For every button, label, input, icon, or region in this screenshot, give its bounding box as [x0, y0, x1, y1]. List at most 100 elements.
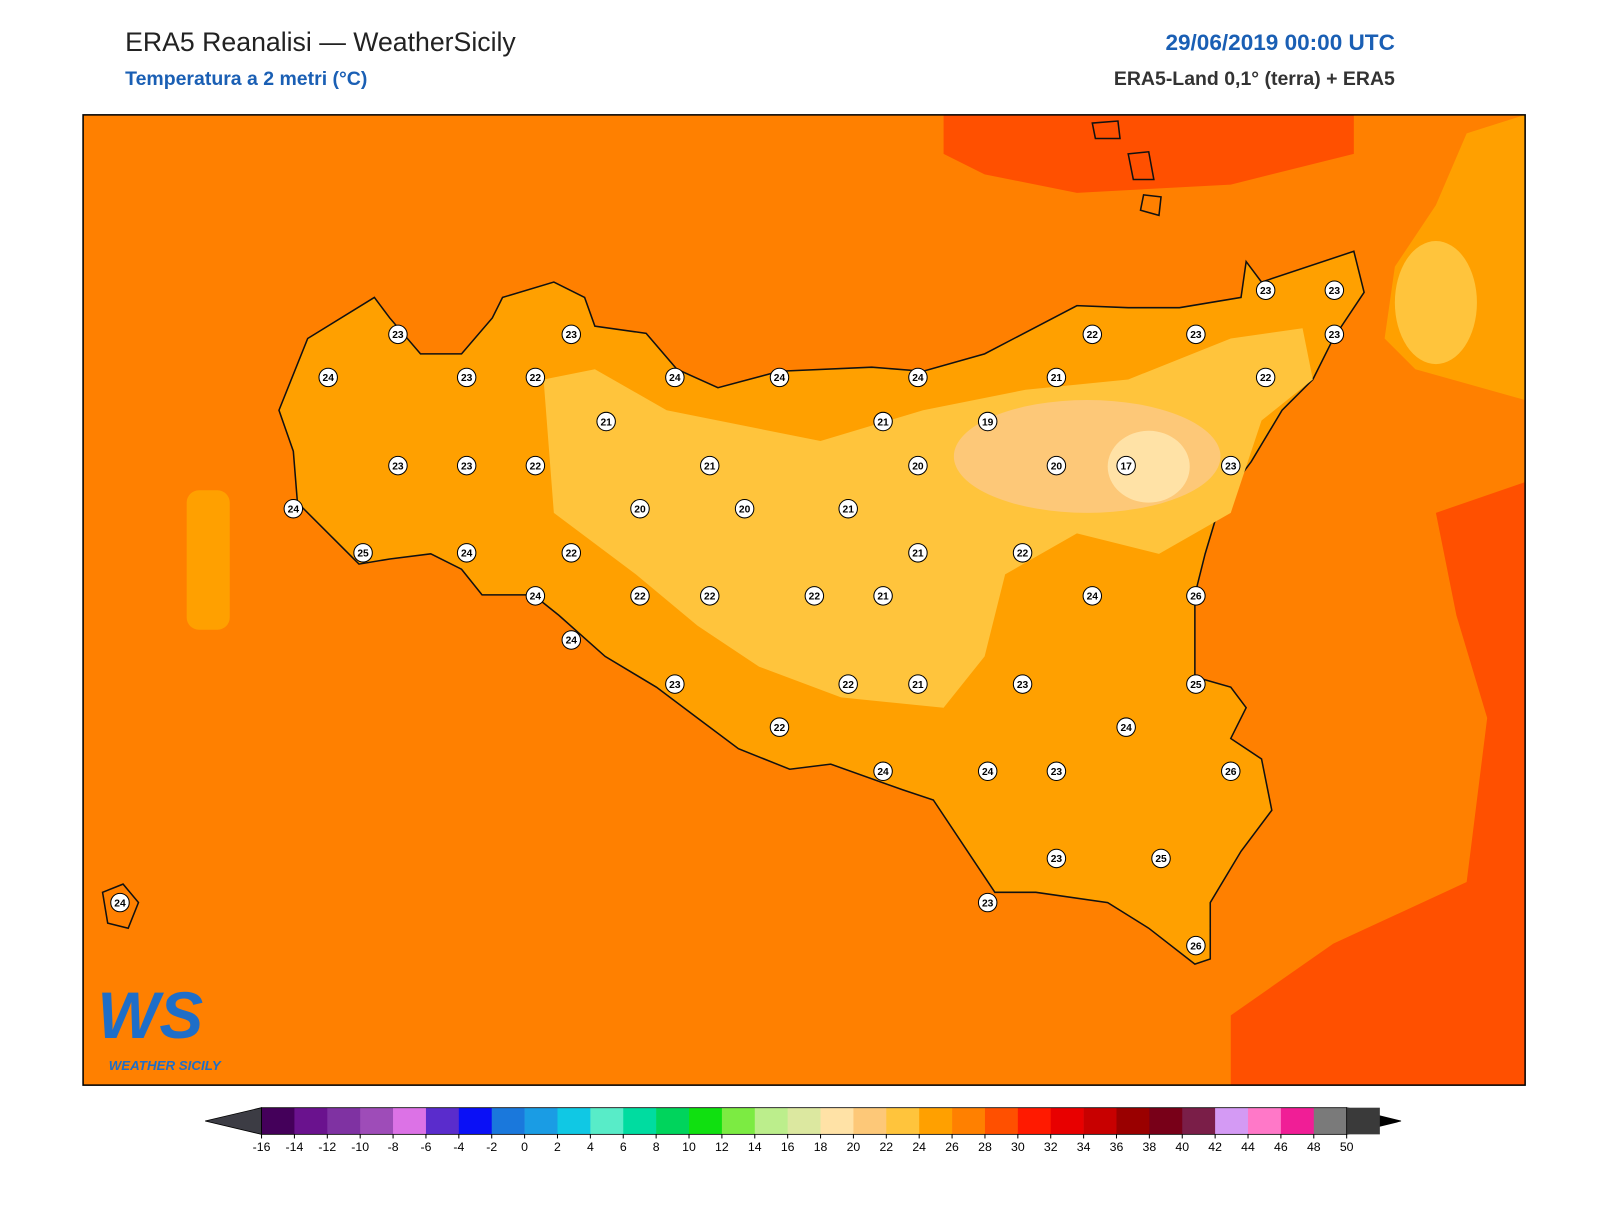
colorbar-frame — [261, 1107, 1348, 1135]
station-marker — [1082, 324, 1103, 345]
colorbar-bin — [491, 1107, 525, 1135]
station-marker — [769, 367, 790, 388]
colorbar-tick-label: 2 — [554, 1140, 561, 1154]
station-marker — [630, 586, 650, 606]
station-marker — [456, 367, 477, 388]
station-value: 23 — [1190, 330, 1202, 341]
colorbar-tick-label: -6 — [420, 1140, 431, 1154]
colorbar-bin — [360, 1107, 394, 1135]
colorbar-tick-label: 20 — [847, 1140, 861, 1154]
station-marker — [1116, 455, 1136, 476]
station-marker — [700, 586, 720, 606]
station-value: 24 — [530, 592, 542, 603]
station-marker — [873, 411, 893, 432]
colorbar-bin — [327, 1107, 361, 1135]
colorbar-bin — [984, 1107, 1019, 1135]
colorbar-bin — [1149, 1107, 1183, 1135]
station-marker — [977, 761, 998, 782]
station-marker — [908, 455, 928, 476]
station-value: 23 — [1225, 461, 1237, 472]
station-marker — [110, 892, 130, 913]
station-value: 23 — [1329, 330, 1341, 341]
colorbar-bin — [1248, 1107, 1282, 1135]
colorbar-bin — [689, 1107, 723, 1135]
station-value: 20 — [739, 504, 751, 515]
title: ERA5 Reanalisi — WeatherSicily — [125, 27, 516, 57]
colorbar-tick-label: 22 — [879, 1140, 893, 1154]
station-value: 24 — [114, 898, 126, 909]
station-value: 17 — [1120, 461, 1132, 472]
station-marker — [353, 543, 373, 563]
colorbar-bin — [1280, 1107, 1315, 1135]
station-value: 24 — [774, 373, 786, 384]
colorbar-bin — [754, 1107, 788, 1135]
colorbar-bin — [557, 1107, 591, 1135]
station-marker — [1082, 586, 1103, 606]
colorbar-tick-label: -12 — [318, 1140, 336, 1154]
station-marker — [456, 455, 477, 476]
station-value: 21 — [704, 461, 716, 472]
logo: WS WEATHER SICILY — [97, 979, 221, 1073]
station-value: 22 — [530, 373, 542, 384]
station-value: 24 — [669, 373, 681, 384]
station-value: 23 — [1051, 767, 1063, 778]
station-value: 20 — [912, 461, 924, 472]
colorbar-tick-label: 0 — [521, 1140, 528, 1154]
station-marker — [525, 367, 546, 388]
colorbar-tick-label: 36 — [1110, 1140, 1124, 1154]
colorbar-bin — [787, 1107, 821, 1135]
colorbar-tick-label: 30 — [1011, 1140, 1025, 1154]
colorbar-bin — [623, 1107, 657, 1135]
station-value: 23 — [1260, 286, 1272, 297]
station-value: 23 — [392, 330, 404, 341]
station-value: 23 — [1329, 286, 1341, 297]
colorbar-bin — [1215, 1107, 1249, 1135]
colorbar-tick-label: -4 — [453, 1140, 464, 1154]
colorbar-bin — [1346, 1107, 1380, 1135]
colorbar-bin — [721, 1107, 756, 1135]
colorbar-bin — [1116, 1107, 1150, 1135]
colorbar-tick-label: 10 — [682, 1140, 696, 1154]
station-value: 24 — [982, 767, 994, 778]
station-marker — [596, 411, 616, 432]
date: 29/06/2019 00:00 UTC — [1165, 30, 1394, 55]
colorbar-tick-label: -14 — [286, 1140, 304, 1154]
colorbar-tick-label: 4 — [587, 1140, 594, 1154]
station-marker — [908, 674, 928, 694]
station-marker — [283, 498, 304, 519]
colorbar-tick-label: 44 — [1241, 1140, 1255, 1154]
station-value: 22 — [1017, 549, 1029, 560]
station-marker — [456, 543, 477, 563]
colorbar-bin — [886, 1107, 920, 1135]
station-value: 20 — [1051, 461, 1063, 472]
colorbar-tick-label: 32 — [1044, 1140, 1058, 1154]
station-marker — [804, 586, 825, 606]
colorbar-tick-label: -2 — [486, 1140, 497, 1154]
station-marker — [700, 455, 720, 476]
station-value: 23 — [669, 680, 681, 691]
station-marker — [388, 455, 408, 476]
station-value: 23 — [461, 373, 473, 384]
station-value: 24 — [288, 504, 300, 515]
colorbar-bin — [820, 1107, 854, 1135]
colorbar-tick-label: 12 — [715, 1140, 729, 1154]
colorbar-tick-label: -16 — [253, 1140, 271, 1154]
station-marker — [1046, 761, 1067, 782]
colorbar-bin — [1017, 1107, 1052, 1135]
colorbar-tick-label: 42 — [1208, 1140, 1222, 1154]
station-marker — [525, 586, 546, 606]
station-value: 24 — [566, 636, 578, 647]
station-value: 26 — [1190, 941, 1202, 952]
station-value: 23 — [1051, 854, 1063, 865]
station-marker — [769, 717, 790, 737]
station-marker — [838, 498, 858, 519]
colorbar-tick-label: 34 — [1077, 1140, 1091, 1154]
station-marker — [1046, 455, 1067, 476]
colorbar-bin — [1050, 1107, 1084, 1135]
station-value: 21 — [877, 417, 889, 428]
colorbar-bin — [656, 1107, 690, 1135]
colorbar-tick-label: 38 — [1143, 1140, 1157, 1154]
station-value: 22 — [809, 592, 821, 603]
station-value: 22 — [1260, 373, 1272, 384]
map — [83, 114, 1526, 1086]
